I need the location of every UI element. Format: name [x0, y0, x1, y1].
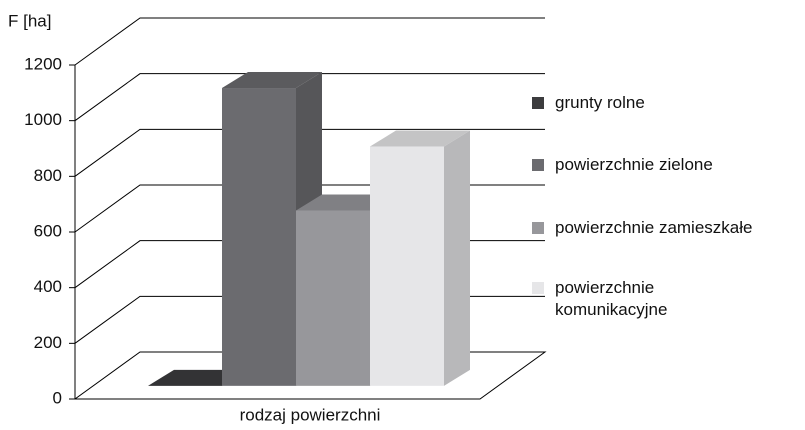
- y-tick-label: 800: [34, 166, 62, 185]
- legend-swatch: [532, 282, 544, 294]
- legend-swatch: [532, 222, 544, 234]
- y-axis-label: F [ha]: [8, 11, 51, 30]
- y-tick-label: 1000: [24, 110, 62, 129]
- y-tick-label: 0: [53, 388, 62, 407]
- bar: [370, 130, 470, 386]
- y-tick-label: 200: [34, 333, 62, 352]
- legend-label: grunty rolne: [555, 93, 645, 112]
- legend-swatch: [532, 97, 544, 109]
- bar-front: [222, 88, 296, 386]
- grid-line: [74, 128, 545, 177]
- legend-label: powierzchnie zamieszkałe: [555, 218, 753, 237]
- bar-front: [370, 146, 444, 386]
- legend-label: powierzchnie komunikacyjne: [555, 278, 668, 319]
- y-tick-label: 400: [34, 277, 62, 296]
- bar-top: [222, 72, 322, 89]
- bar-front: [296, 210, 370, 386]
- x-axis-label: rodzaj powierzchni: [240, 405, 381, 424]
- y-tick-label: 600: [34, 221, 62, 240]
- grid-line: [74, 73, 545, 122]
- legend-label: powierzchnie zielone: [555, 155, 713, 174]
- y-tick-label: 1200: [24, 54, 62, 73]
- bar-side: [444, 130, 470, 386]
- grid-line: [74, 17, 545, 66]
- legend-swatch: [532, 159, 544, 171]
- bar-top: [370, 130, 470, 147]
